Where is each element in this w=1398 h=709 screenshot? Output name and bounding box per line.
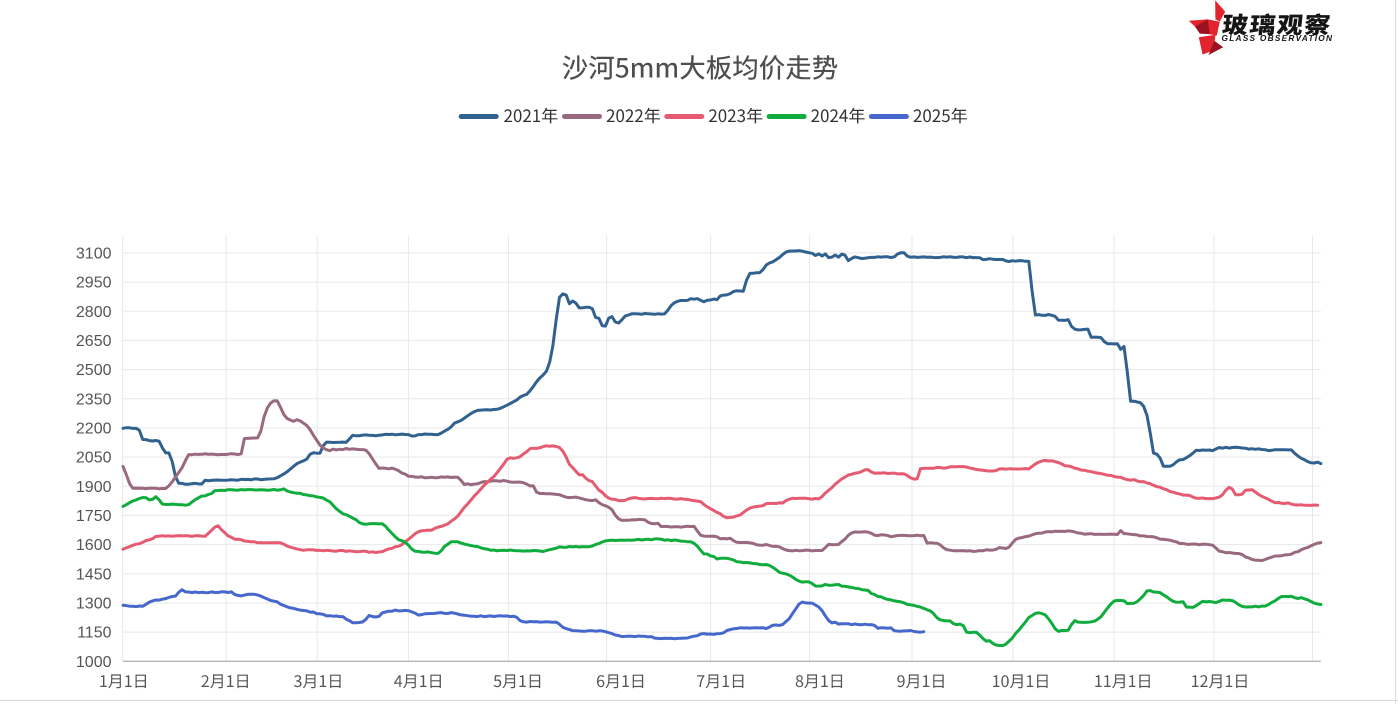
svg-text:2050: 2050 (76, 450, 112, 467)
svg-text:GLASS OBSERVATION: GLASS OBSERVATION (1222, 33, 1334, 43)
svg-text:1300: 1300 (76, 596, 112, 613)
svg-text:1750: 1750 (76, 508, 112, 525)
svg-text:2500: 2500 (76, 362, 112, 379)
svg-text:1900: 1900 (76, 479, 112, 496)
svg-text:1000: 1000 (76, 654, 112, 671)
svg-text:2350: 2350 (76, 391, 112, 408)
svg-text:2650: 2650 (76, 333, 112, 350)
svg-text:1600: 1600 (76, 537, 112, 554)
svg-text:2800: 2800 (76, 304, 112, 321)
svg-text:2200: 2200 (76, 420, 112, 437)
svg-text:3100: 3100 (76, 245, 112, 262)
svg-text:1450: 1450 (76, 566, 112, 583)
svg-text:1150: 1150 (77, 625, 112, 642)
svg-text:2950: 2950 (76, 275, 112, 292)
